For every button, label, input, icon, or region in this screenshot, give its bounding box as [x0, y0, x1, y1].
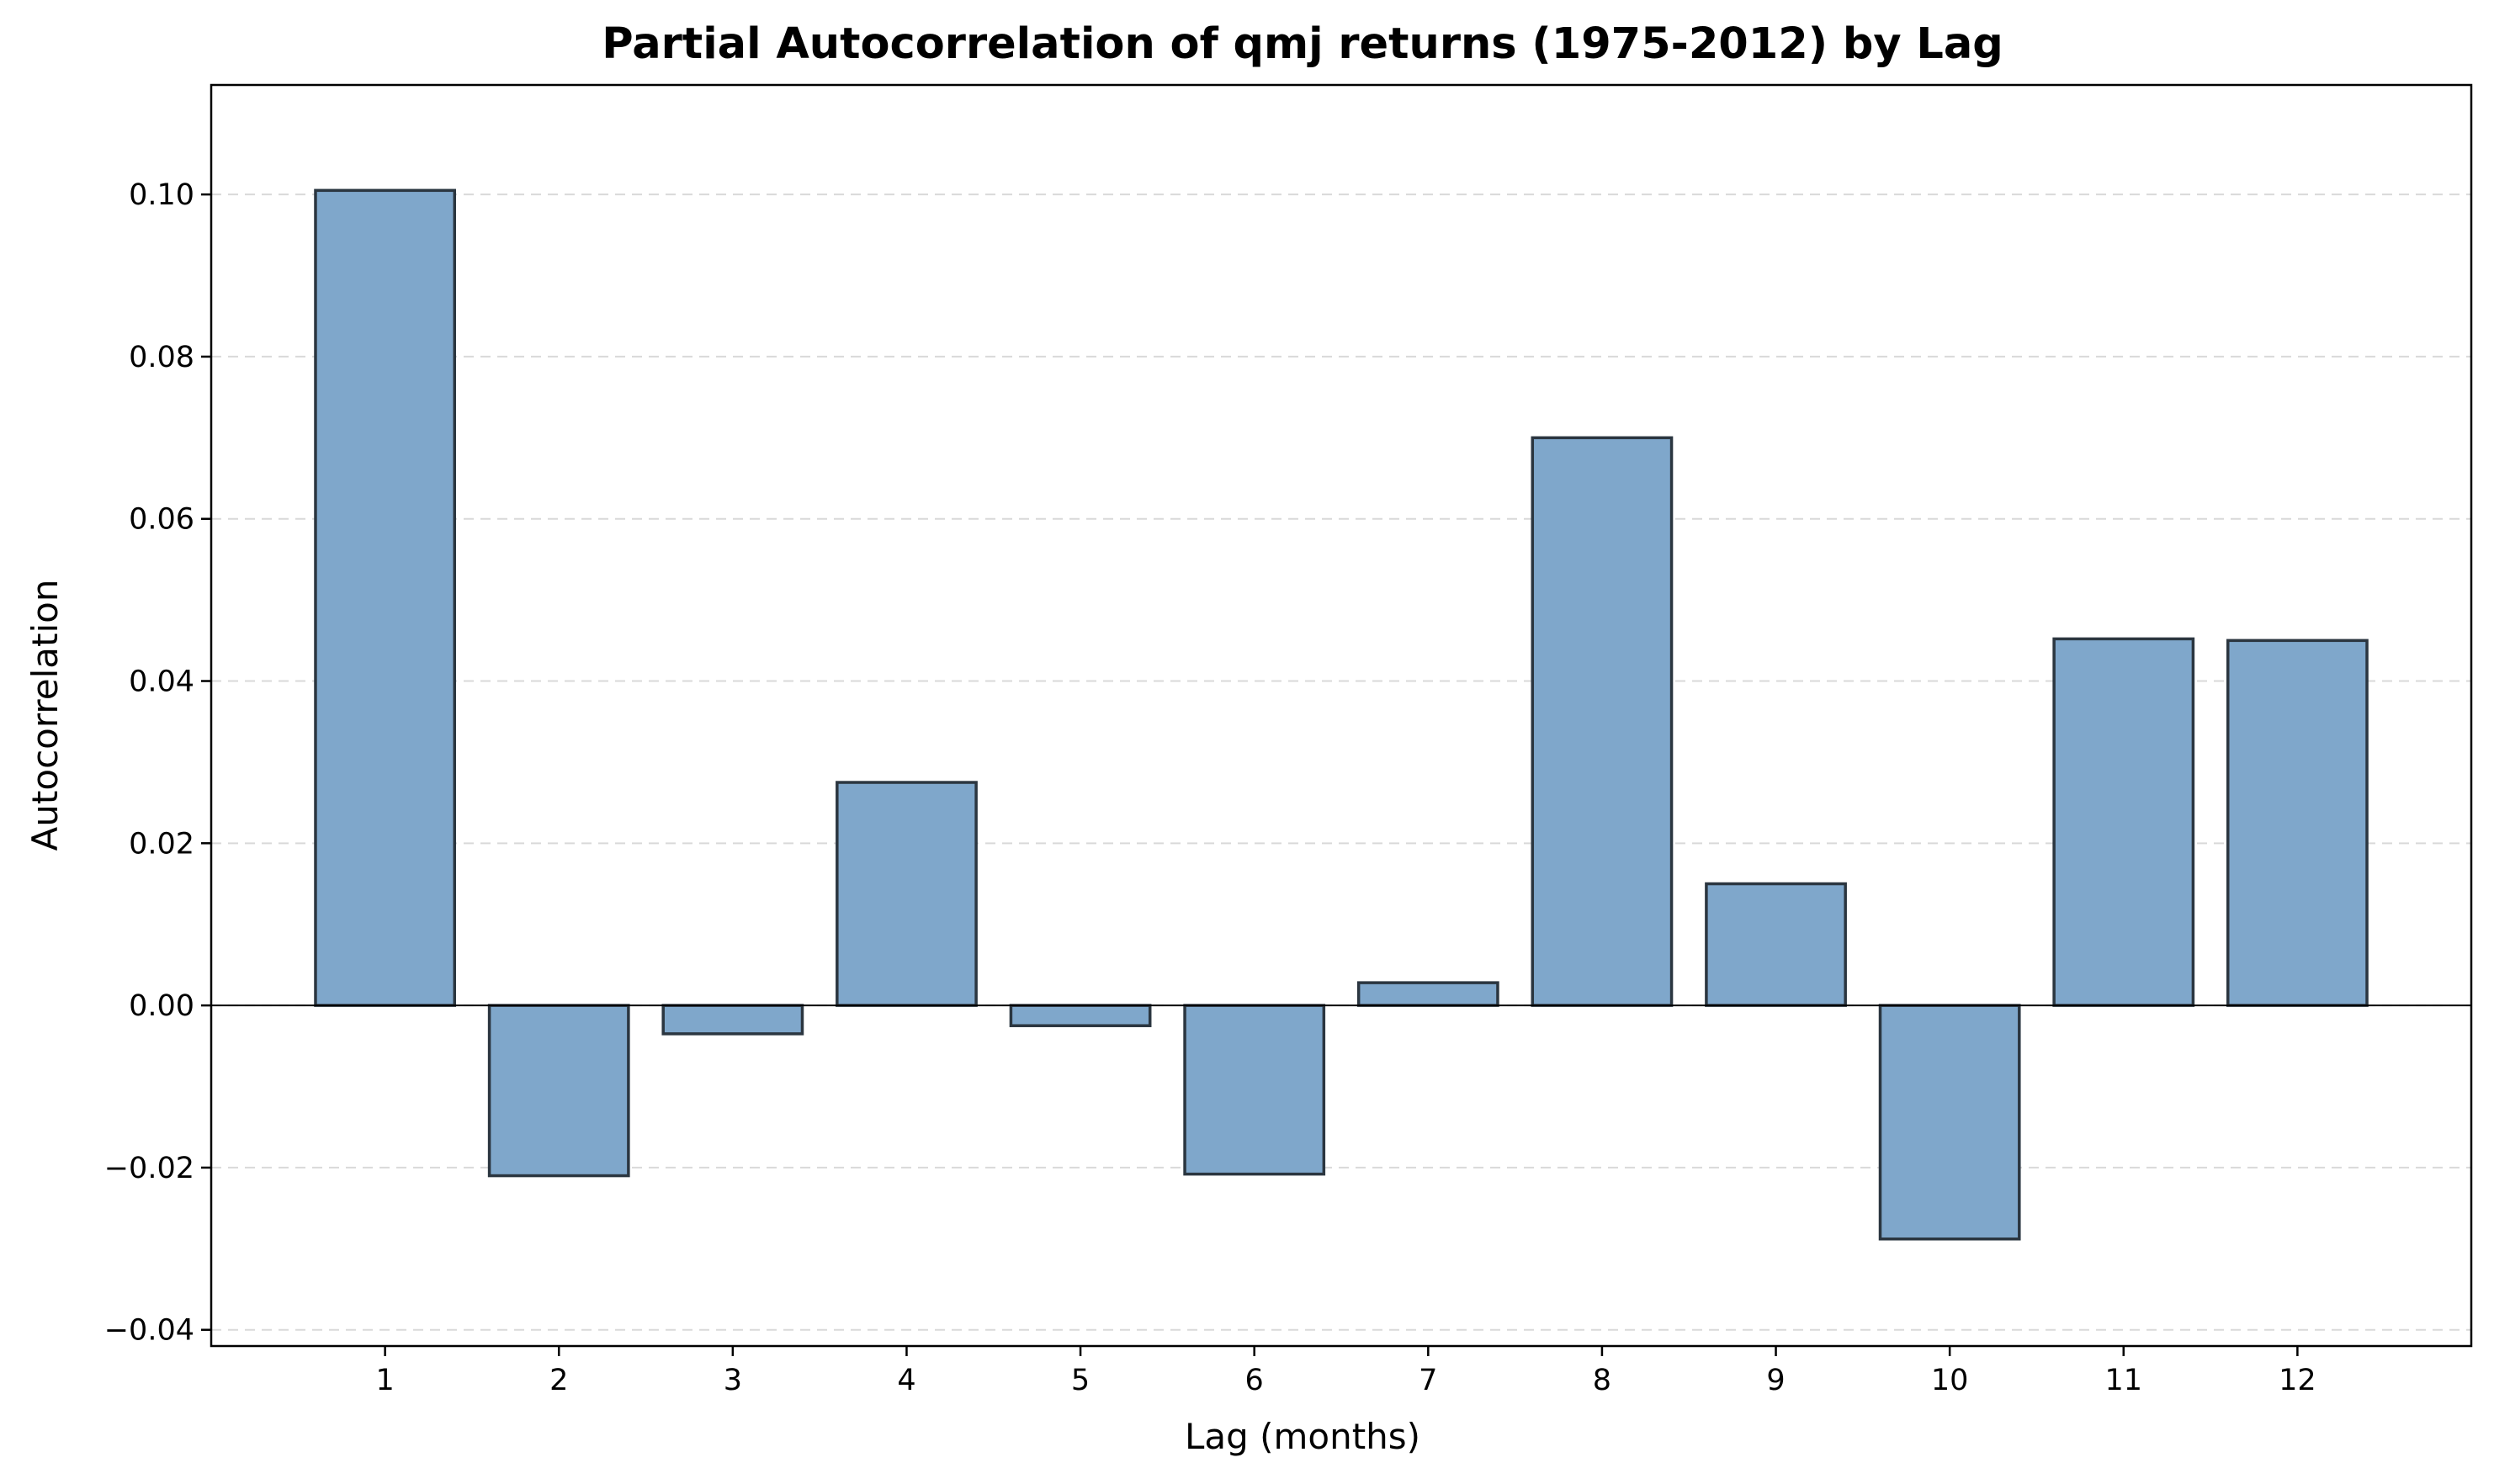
bar-lag-6: [1183, 1004, 1326, 1176]
x-axis-label: Lag (months): [1185, 1416, 1420, 1457]
bar-lag-4: [836, 781, 978, 1007]
x-tick-label: 4: [897, 1364, 915, 1397]
bar-lag-3: [661, 1004, 804, 1036]
bar-lag-8: [1531, 436, 1674, 1007]
x-tick-label: 2: [549, 1364, 568, 1397]
bar-lag-11: [2052, 637, 2195, 1007]
x-tick-label: 6: [1245, 1364, 1264, 1397]
y-tick-label: −0.04: [104, 1314, 194, 1348]
y-tick-label: 0.08: [129, 341, 194, 374]
y-tick-label: 0.10: [129, 178, 194, 212]
bar-lag-7: [1356, 981, 1499, 1007]
bar-lag-10: [1878, 1004, 2021, 1241]
y-tick-label: 0.02: [129, 827, 194, 861]
bar-lag-1: [314, 188, 457, 1007]
x-tick-label: 10: [1931, 1364, 1969, 1397]
x-tick-label: 11: [2104, 1364, 2142, 1397]
x-axis-ticks: 1 2 3 4 5 6 7 8 9 10 11 12: [375, 1346, 2316, 1397]
bar-lag-12: [2226, 639, 2369, 1007]
y-tick-label: 0.00: [129, 989, 194, 1023]
y-axis-ticks: −0.04 −0.02 0.00 0.02 0.04 0.06 0.08 0.10: [104, 178, 211, 1348]
y-tick-label: −0.02: [104, 1152, 194, 1185]
x-tick-label: 8: [1593, 1364, 1611, 1397]
x-tick-label: 7: [1419, 1364, 1437, 1397]
bar-lag-9: [1705, 882, 1847, 1007]
chart-title: Partial Autocorrelation of qmj returns (…: [602, 19, 2003, 69]
bar-lag-5: [1009, 1004, 1152, 1027]
y-tick-label: 0.04: [129, 665, 194, 699]
x-tick-label: 5: [1071, 1364, 1090, 1397]
x-tick-label: 3: [724, 1364, 742, 1397]
x-tick-label: 9: [1766, 1364, 1785, 1397]
bar-lag-2: [487, 1004, 630, 1178]
x-tick-label: 12: [2279, 1364, 2316, 1397]
plot-frame: [210, 83, 2473, 1348]
y-tick-label: 0.06: [129, 503, 194, 537]
y-axis-label: Autocorrelation: [24, 580, 66, 851]
x-tick-label: 1: [375, 1364, 394, 1397]
